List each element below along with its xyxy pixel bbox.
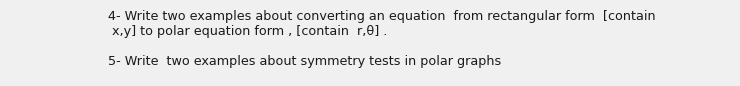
- Text: 4- Write two examples about converting an equation  from rectangular form  [cont: 4- Write two examples about converting a…: [108, 10, 656, 23]
- Text: x,y] to polar equation form , [contain  r,θ] .: x,y] to polar equation form , [contain r…: [108, 25, 387, 38]
- Text: 5- Write  two examples about symmetry tests in polar graphs: 5- Write two examples about symmetry tes…: [108, 55, 501, 68]
